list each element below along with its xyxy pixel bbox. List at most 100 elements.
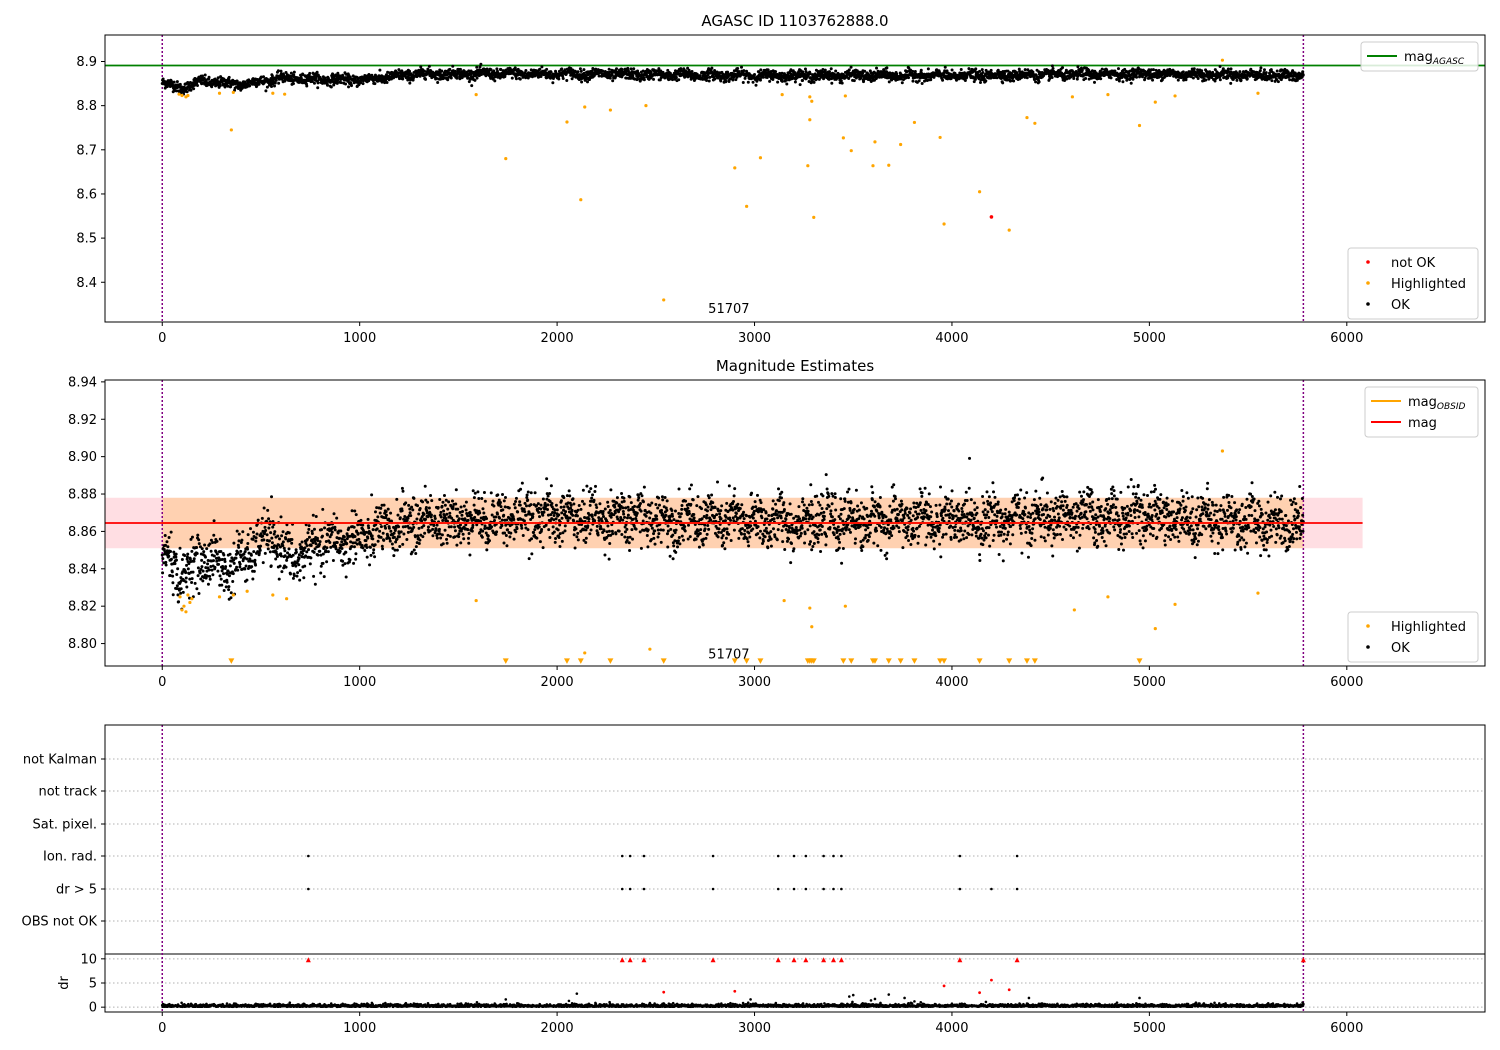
ok-point (306, 531, 310, 535)
ok-point (275, 555, 279, 559)
ok-point (451, 64, 455, 68)
ok-point (429, 493, 433, 497)
ok-point (370, 493, 374, 497)
ok-point (340, 547, 344, 551)
ok-point (424, 77, 428, 81)
ok-point (678, 69, 682, 73)
ok-point (597, 74, 601, 78)
ok-point (404, 501, 408, 505)
ok-point (197, 542, 201, 546)
highlighted-point (474, 93, 478, 97)
ok-point (373, 82, 377, 86)
ok-point (454, 502, 458, 506)
ok-point (455, 543, 459, 547)
ok-point (458, 67, 462, 71)
ok-point (274, 557, 278, 561)
ok-point (224, 585, 228, 589)
ok-point (269, 531, 273, 535)
ok-point (195, 551, 199, 555)
highlighted-point (1033, 121, 1037, 125)
ok-point (445, 512, 449, 516)
ok-point (827, 70, 831, 74)
ok-point (310, 532, 314, 536)
ok-point (1061, 66, 1065, 70)
highlighted-point (1106, 93, 1110, 97)
ok-point (174, 558, 178, 562)
ok-point (355, 542, 359, 546)
ok-point (208, 574, 212, 578)
highlighted-point (1025, 115, 1029, 120)
ok-point (254, 536, 258, 540)
ok-point (352, 561, 356, 565)
ok-point (635, 78, 639, 82)
ok-point (345, 542, 349, 546)
ok-point (771, 77, 775, 81)
ok-point (579, 69, 583, 73)
ok-point (359, 518, 363, 522)
ok-point (258, 548, 262, 552)
ok-point (379, 525, 383, 529)
ok-point (739, 65, 743, 69)
ok-point (210, 568, 214, 572)
highlighted-point (1007, 228, 1011, 232)
ok-point (336, 71, 340, 75)
ok-point (274, 78, 278, 82)
ok-point (330, 530, 334, 534)
ok-point (178, 82, 182, 86)
ok-point (1238, 70, 1242, 74)
ok-point (384, 513, 388, 517)
ok-point (297, 557, 301, 561)
ok-point (926, 67, 930, 71)
ok-point (523, 71, 527, 75)
ok-point (424, 517, 428, 521)
ok-point (1229, 67, 1233, 71)
ok-point (335, 540, 339, 544)
ok-point (840, 81, 844, 85)
ok-point (268, 550, 272, 554)
ok-point (407, 503, 411, 507)
ok-point (743, 76, 747, 80)
ok-point (321, 507, 325, 511)
ok-point (736, 66, 740, 70)
ok-point (708, 75, 712, 79)
ok-point (269, 564, 273, 568)
ok-point (347, 526, 351, 530)
ok-point (222, 553, 226, 557)
legend-dot-swatch (1366, 260, 1370, 264)
ok-point (751, 80, 755, 84)
ok-point (412, 548, 416, 552)
ok-point (437, 527, 441, 531)
ok-point (378, 529, 382, 533)
ok-point (185, 555, 189, 559)
y-tick-label: 8.9 (76, 55, 97, 70)
ok-point (371, 79, 375, 83)
ok-point (427, 506, 431, 510)
ok-point (186, 567, 190, 571)
ok-point (576, 70, 580, 74)
ok-point (978, 69, 982, 73)
ok-point (207, 75, 211, 79)
ok-point (373, 555, 377, 559)
ok-point (367, 72, 371, 76)
highlighted-point (579, 198, 583, 202)
ok-point (175, 572, 179, 576)
ok-point (631, 74, 635, 78)
ok-point (383, 81, 387, 85)
ok-point (1245, 77, 1249, 81)
ok-point (1099, 77, 1103, 81)
ok-point (175, 584, 179, 588)
ok-point (277, 81, 281, 85)
ok-point (248, 84, 252, 88)
ok-point (183, 554, 187, 558)
ok-point (445, 541, 449, 545)
ok-point (380, 544, 384, 548)
ok-point (464, 500, 468, 504)
ok-point (416, 504, 420, 508)
ok-point (354, 513, 358, 517)
ok-point (455, 514, 459, 518)
ok-point (339, 529, 343, 533)
ok-point (518, 77, 522, 81)
ok-point (540, 65, 544, 69)
